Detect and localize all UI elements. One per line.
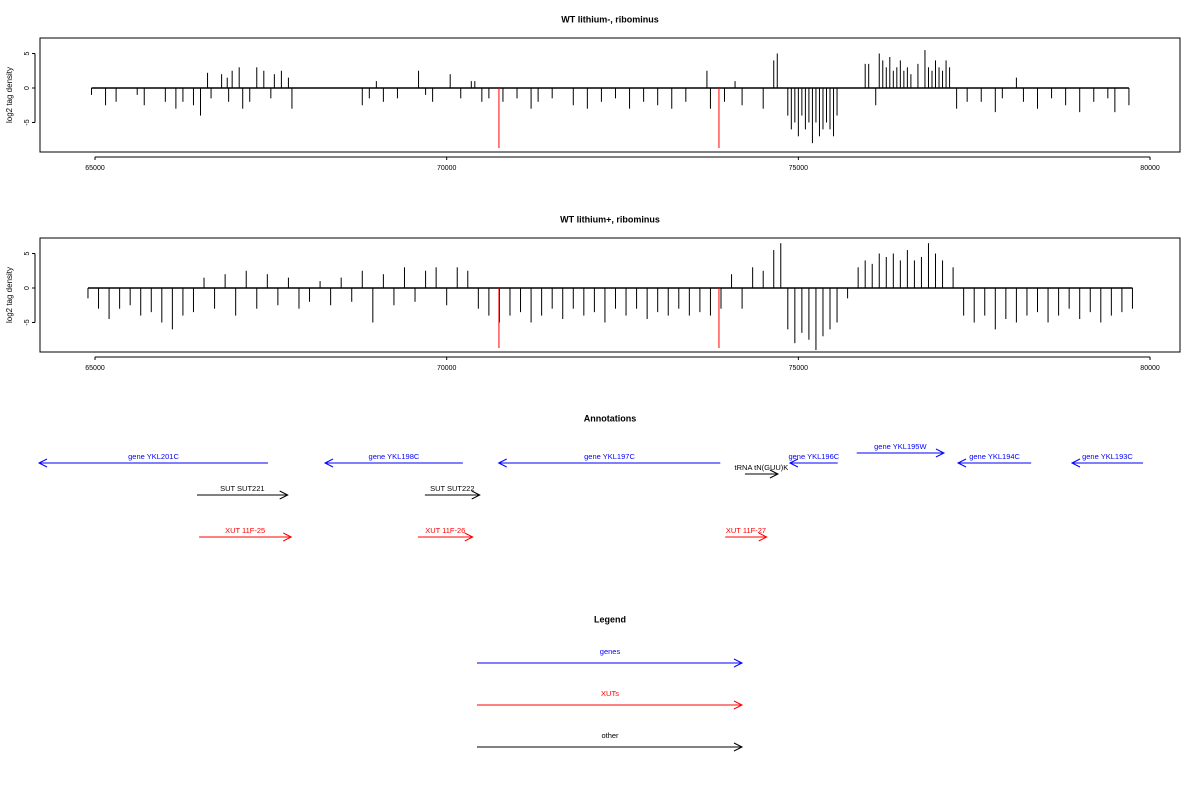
- y-tick-label: -5: [24, 319, 31, 325]
- arrow-head: [497, 458, 507, 468]
- x-tick-label: 65000: [85, 165, 105, 172]
- arrow-head: [1070, 458, 1081, 468]
- y-tick-label: 5: [24, 251, 31, 255]
- y-tick-label: 0: [24, 86, 31, 90]
- annotation-label: tRNA tN(GUU)K: [735, 463, 789, 472]
- annotation-label: gene YKL198C: [369, 452, 420, 461]
- arrow-head: [788, 458, 799, 468]
- x-tick-label: 80000: [1140, 165, 1160, 172]
- annotation-label: SUT SUT222: [430, 484, 474, 493]
- annotation-label: gene YKL197C: [584, 452, 635, 461]
- chart-title: WT lithium-, ribominus: [561, 14, 659, 24]
- chart-title: WT lithium+, ribominus: [560, 214, 660, 224]
- legend-label: other: [601, 731, 619, 740]
- x-tick-label: 70000: [437, 365, 457, 372]
- arrow-head: [935, 448, 946, 458]
- arrow-head: [733, 700, 744, 710]
- plot-frame: [39, 37, 1181, 153]
- x-tick-label: 75000: [789, 365, 809, 372]
- arrow-head: [733, 658, 744, 668]
- x-tick-label: 70000: [437, 165, 457, 172]
- annotation-label: gene YKL201C: [128, 452, 179, 461]
- y-axis-label: log2 tag density: [5, 67, 14, 123]
- arrow-head: [283, 532, 293, 542]
- legend-title: Legend: [594, 614, 626, 624]
- y-tick-label: -5: [24, 119, 31, 125]
- arrow-head: [279, 490, 289, 500]
- annotation-label: gene YKL195W: [874, 442, 927, 451]
- annotation-label: gene YKL194C: [969, 452, 1020, 461]
- y-tick-label: 5: [24, 51, 31, 55]
- arrow-head: [956, 458, 967, 468]
- x-tick-label: 80000: [1140, 365, 1160, 372]
- arrow-head: [323, 458, 334, 468]
- y-axis-label: log2 tag density: [5, 267, 14, 323]
- annotations-title: Annotations: [584, 413, 637, 423]
- arrow-head: [37, 458, 48, 468]
- annotation-label: XUT 11F-26: [425, 526, 465, 535]
- y-tick-label: 0: [24, 286, 31, 290]
- legend-label: genes: [600, 647, 621, 656]
- arrow-head: [471, 490, 481, 500]
- annotation-label: SUT SUT221: [220, 484, 264, 493]
- annotation-label: gene YKL193C: [1082, 452, 1133, 461]
- legend-label: XUTs: [601, 689, 619, 698]
- arrow-head: [758, 532, 768, 542]
- annotation-label: XUT 11F-27: [726, 526, 766, 535]
- x-tick-label: 75000: [789, 165, 809, 172]
- arrow-head: [769, 469, 780, 479]
- annotation-label: gene YKL196C: [788, 452, 839, 461]
- annotation-label: XUT 11F-25: [225, 526, 265, 535]
- x-tick-label: 65000: [85, 365, 105, 372]
- plot-frame: [39, 237, 1181, 353]
- arrow-head: [733, 742, 744, 752]
- arrow-head: [464, 532, 474, 542]
